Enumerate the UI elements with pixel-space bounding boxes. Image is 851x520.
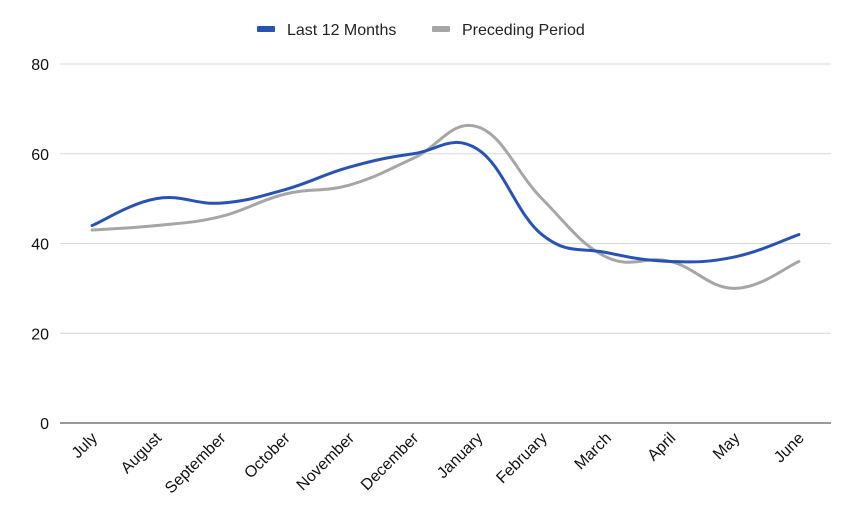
legend: Last 12 Months Preceding Period	[257, 22, 585, 39]
x-tick-label: November	[294, 429, 359, 494]
x-tick-label: December	[358, 429, 423, 494]
x-tick-label: March	[571, 430, 614, 473]
x-tick-label: June	[771, 430, 808, 467]
legend-item-preceding-period[interactable]: Preceding Period	[432, 22, 585, 39]
legend-item-last-12-months[interactable]: Last 12 Months	[257, 22, 396, 39]
legend-swatch-last-12-months	[257, 26, 275, 32]
series-line-last-12-months[interactable]	[90, 140, 801, 264]
x-tick-label: May	[710, 430, 743, 463]
y-tick-label: 0	[40, 416, 49, 433]
series-line-preceding-period[interactable]	[90, 123, 801, 290]
x-tick-label: August	[118, 429, 166, 477]
x-tick-label: January	[434, 430, 486, 482]
legend-label-preceding-period: Preceding Period	[462, 22, 585, 39]
x-tick-label: July	[69, 430, 101, 462]
x-tick-label: April	[645, 430, 680, 465]
y-tick-label: 20	[31, 326, 49, 343]
x-tick-label: October	[241, 429, 294, 482]
y-tick-label: 40	[31, 237, 49, 254]
legend-swatch-preceding-period	[432, 26, 450, 32]
legend-label-last-12-months: Last 12 Months	[287, 22, 396, 39]
y-tick-label: 60	[31, 147, 49, 164]
x-tick-label: September	[162, 429, 230, 497]
y-tick-label: 80	[31, 57, 49, 74]
x-tick-label: February	[493, 430, 550, 487]
